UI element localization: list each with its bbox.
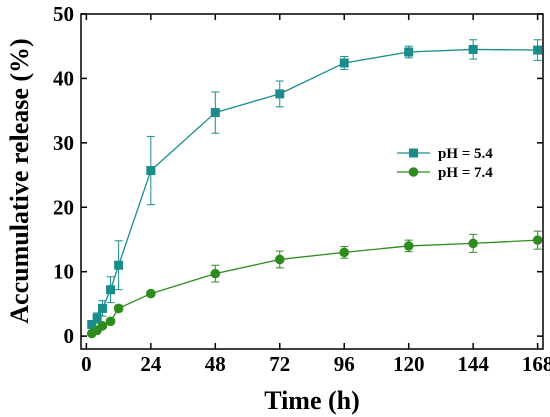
- x-tick-label: 72: [269, 352, 290, 376]
- series-1: [87, 39, 543, 330]
- data-point: [339, 247, 350, 258]
- x-tick-label: 168: [522, 352, 550, 376]
- y-tick-label: 50: [53, 2, 74, 26]
- data-point: [105, 316, 116, 327]
- data-point: [533, 45, 543, 55]
- data-point: [468, 44, 478, 54]
- data-point: [146, 166, 156, 176]
- y-tick-label: 0: [64, 324, 75, 348]
- y-tick-label: 30: [53, 131, 74, 155]
- series-2: [86, 230, 543, 339]
- legend-label: pH = 7.4: [438, 165, 493, 181]
- x-tick-label: 120: [393, 352, 425, 376]
- series-line: [91, 48, 538, 325]
- y-tick-label: 10: [53, 260, 74, 284]
- x-tick-label: 24: [140, 352, 162, 376]
- data-point: [146, 288, 156, 299]
- data-point: [97, 303, 107, 313]
- x-tick-label: 48: [205, 352, 226, 376]
- series-line: [91, 239, 538, 335]
- x-axis-title: Time (h): [264, 386, 360, 415]
- x-tick-label: 144: [457, 352, 489, 376]
- y-axis-title: Accumulative release (%): [5, 38, 34, 323]
- plot-frame: [80, 13, 544, 350]
- x-tick-label: 96: [334, 352, 355, 376]
- legend-marker: [408, 167, 419, 177]
- data-point: [113, 303, 124, 314]
- data-point: [106, 285, 116, 295]
- data-point: [87, 320, 97, 330]
- data-point: [114, 260, 124, 270]
- y-tick-label: 40: [53, 66, 74, 90]
- data-point: [274, 254, 285, 265]
- data-point: [275, 89, 285, 99]
- data-point: [403, 241, 414, 251]
- data-point: [468, 238, 478, 249]
- series-layer: [86, 39, 543, 339]
- data-point: [92, 313, 102, 323]
- axis-ticks: 0 24 48 72 96 120 144 168 0 10 20 30 40 50: [53, 2, 550, 376]
- legend-label: pH = 5.4: [438, 146, 493, 162]
- data-point: [532, 235, 543, 245]
- legend: pH = 5.4 pH = 7.4: [397, 146, 493, 181]
- data-point: [210, 268, 221, 279]
- x-tick-label: 0: [81, 352, 92, 376]
- data-point: [97, 321, 108, 331]
- legend-marker: [409, 148, 418, 158]
- data-point: [210, 108, 220, 118]
- y-tick-label: 20: [53, 195, 74, 219]
- data-point: [339, 58, 349, 68]
- data-point: [404, 47, 414, 57]
